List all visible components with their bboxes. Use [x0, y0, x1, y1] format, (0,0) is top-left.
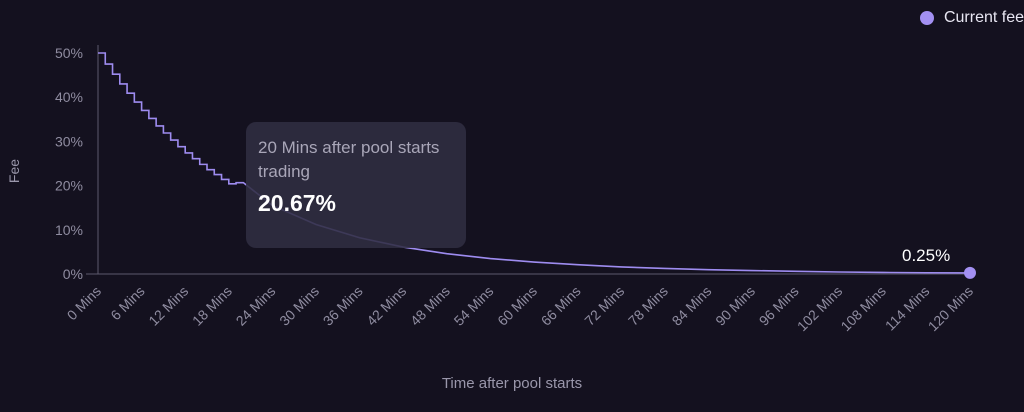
x-tick-label: 6 Mins	[107, 283, 147, 323]
x-tick-label: 12 Mins	[145, 283, 191, 329]
x-tick-label: 108 Mins	[837, 283, 888, 334]
x-tick-label: 54 Mins	[451, 283, 497, 329]
legend-label: Current fee	[943, 9, 1024, 26]
y-tick-label: 50%	[55, 45, 83, 61]
x-tick-label: 114 Mins	[882, 283, 933, 334]
y-tick-label: 10%	[55, 222, 83, 238]
chart-tooltip: 20 Mins after pool starts trading 20.67%	[246, 122, 466, 248]
y-tick-label: 40%	[55, 89, 83, 105]
x-tick-label: 66 Mins	[538, 283, 584, 329]
x-tick-label: 36 Mins	[320, 283, 366, 329]
x-tick-label: 78 Mins	[625, 283, 671, 329]
y-tick-label: 0%	[63, 266, 83, 282]
x-tick-label: 42 Mins	[363, 283, 409, 329]
x-tick-label: 48 Mins	[407, 283, 453, 329]
legend[interactable]: Current fee	[919, 9, 1024, 27]
y-tick-label: 30%	[55, 133, 83, 149]
x-tick-label: 84 Mins	[669, 283, 715, 329]
series-layer	[98, 52, 976, 279]
x-axis-label: Time after pool starts	[441, 375, 583, 392]
x-tick-label: 24 Mins	[233, 283, 279, 329]
x-tick-label: 0 Mins	[64, 283, 104, 323]
axes	[86, 45, 970, 275]
tooltip-value: 20.67%	[258, 190, 337, 216]
y-axis-label: Fee	[6, 158, 23, 184]
x-tick-label: 90 Mins	[712, 283, 758, 329]
y-tick-label: 20%	[55, 178, 83, 194]
x-tick-label: 102 Mins	[794, 283, 845, 334]
tooltip-title: 20 Mins after pool starts trading	[258, 138, 440, 181]
end-value-label: 0.25%	[902, 246, 951, 265]
x-tick-label: 18 Mins	[189, 283, 235, 329]
series-line	[98, 52, 971, 274]
end-point-marker[interactable]	[964, 266, 976, 279]
legend-dot-icon	[919, 11, 934, 25]
x-tick-label: 120 Mins	[925, 283, 976, 334]
x-tick-label: 30 Mins	[276, 283, 322, 329]
x-tick-label: 72 Mins	[581, 283, 627, 329]
x-tick-label: 60 Mins	[494, 283, 540, 329]
